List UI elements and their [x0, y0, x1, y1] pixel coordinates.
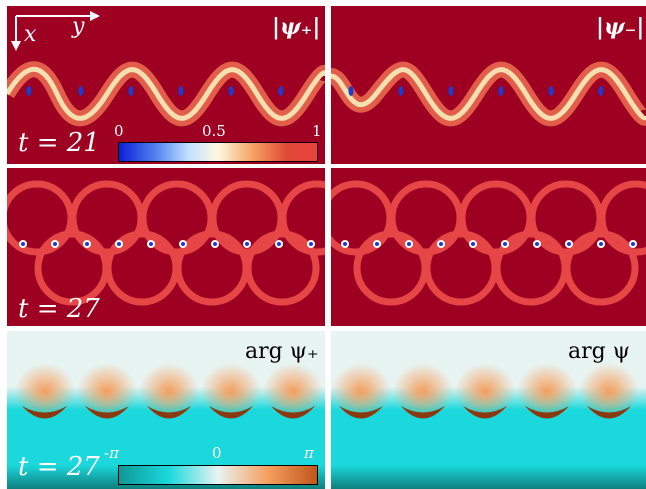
panel-label-amplitude-minus: |ψ₋|	[596, 14, 645, 40]
time-label-row3: t = 27	[18, 452, 100, 482]
amplitude-plus-t21-image	[7, 6, 325, 164]
amplitude-tick-0: 0	[114, 122, 124, 140]
panel-label-phase-minus: arg ψ	[568, 339, 630, 364]
panel-label-amplitude-plus: |ψ₊|	[272, 14, 321, 40]
amplitude-minus-t27-image	[331, 168, 646, 326]
phase-tick-minus-pi: -π	[104, 444, 119, 462]
axis-label-x: x	[24, 22, 37, 47]
amplitude-minus-t27-panel	[331, 168, 646, 326]
amplitude-plus-t27-image	[7, 168, 325, 326]
amplitude-minus-t21-image	[331, 6, 646, 164]
axis-label-y: y	[72, 14, 85, 39]
amplitude-tick-0.5: 0.5	[202, 122, 226, 140]
phase-tick-pi: π	[304, 444, 314, 462]
axes-arrows	[11, 11, 100, 51]
phase-minus-t27-panel	[331, 331, 646, 489]
time-label-row1: t = 21	[18, 128, 100, 158]
amplitude-plus-t21-panel	[7, 6, 325, 164]
amplitude-tick-1: 1	[312, 122, 322, 140]
phase-colorbar	[118, 465, 318, 485]
time-label-row2: t = 27	[18, 294, 100, 324]
amplitude-plus-t27-panel	[7, 168, 325, 326]
amplitude-colorbar	[118, 142, 318, 162]
amplitude-minus-t21-panel	[331, 6, 646, 164]
phase-minus-t27-image	[331, 331, 646, 489]
phase-plus-t27-panel	[7, 331, 325, 489]
phase-plus-t27-image	[7, 331, 325, 489]
phase-tick-0: 0	[212, 444, 222, 462]
panel-label-phase-plus: arg ψ₊	[245, 339, 319, 364]
